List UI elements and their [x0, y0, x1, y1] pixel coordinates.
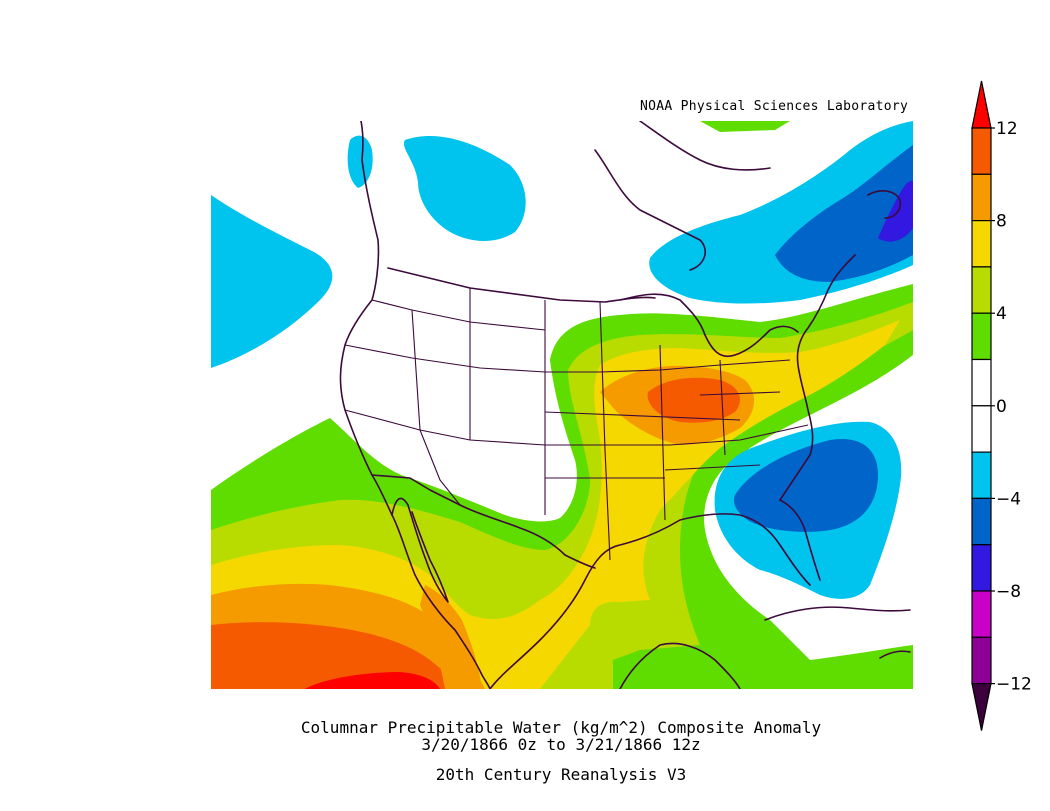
colorbar-overflow-bottom — [971, 682, 992, 731]
pacific-coast — [339, 121, 491, 689]
colorbar-bin — [971, 127, 992, 175]
colorbar-bin — [971, 173, 992, 222]
florida — [779, 499, 821, 581]
fill-green-top — [700, 121, 790, 132]
colorbar-bin — [971, 220, 992, 268]
colorbar-bin — [971, 266, 992, 314]
colorbar-bin — [971, 590, 992, 638]
fill-red — [305, 672, 440, 689]
colorbar-bin — [971, 636, 992, 685]
colorbar-tick-label: 4 — [996, 304, 1007, 324]
state-borders — [344, 288, 809, 561]
newfoundland — [867, 190, 902, 219]
fill-green-carib — [750, 645, 913, 689]
colorbar-bin — [971, 312, 992, 361]
cuba — [764, 606, 911, 621]
hudson-bay — [594, 149, 706, 271]
colorbar-bin — [971, 405, 992, 453]
fill-cyan-pacific — [211, 195, 333, 368]
title-line-1: Columnar Precipitable Water (kg/m^2) Com… — [300, 718, 822, 737]
credit-text: NOAA Physical Sciences Laboratory — [640, 99, 909, 114]
fill-purple-canada — [878, 180, 913, 242]
coastlines-and-borders — [339, 121, 911, 689]
arctic-coast — [639, 121, 771, 171]
fill-cyan-bc — [403, 136, 526, 242]
colorbar-tick-label: 8 — [996, 212, 1007, 232]
fill-blue-canada — [775, 145, 913, 282]
canada-us-border — [387, 267, 656, 303]
colorbar-bin — [971, 358, 992, 407]
colorbar-bin — [971, 497, 992, 546]
atlantic-coast — [779, 254, 856, 501]
baja-peninsula — [391, 497, 449, 603]
dataset-name: 20th Century Reanalysis V3 — [435, 765, 687, 784]
colorbar: 12 8 4 0 −4 −8 −12 — [971, 80, 1032, 731]
gulf-coast — [489, 513, 811, 689]
colorbar-tick-label: −8 — [996, 582, 1021, 602]
fill-cyan-ak — [347, 135, 373, 188]
colorbar-overflow-top — [971, 80, 992, 129]
colorbar-bin — [971, 544, 992, 592]
great-lakes — [619, 293, 799, 357]
anomaly-fills — [211, 121, 913, 689]
colorbar-tick-label: 12 — [996, 119, 1018, 139]
colorbar-tick-label: −4 — [996, 489, 1021, 509]
central-america — [619, 642, 741, 689]
mexico-us-border — [371, 474, 596, 569]
colorbar-tick-label: 0 — [996, 397, 1007, 417]
caribbean-island — [879, 650, 911, 659]
fill-blue-se — [733, 438, 878, 532]
title-line-2: 3/20/1866 0z to 3/21/1866 12z — [421, 735, 701, 754]
colorbar-tick-label: −12 — [996, 675, 1032, 695]
fill-orange-dark-ne — [647, 377, 740, 423]
fill-orange-baja — [420, 585, 482, 689]
colorbar-bin — [971, 451, 992, 500]
